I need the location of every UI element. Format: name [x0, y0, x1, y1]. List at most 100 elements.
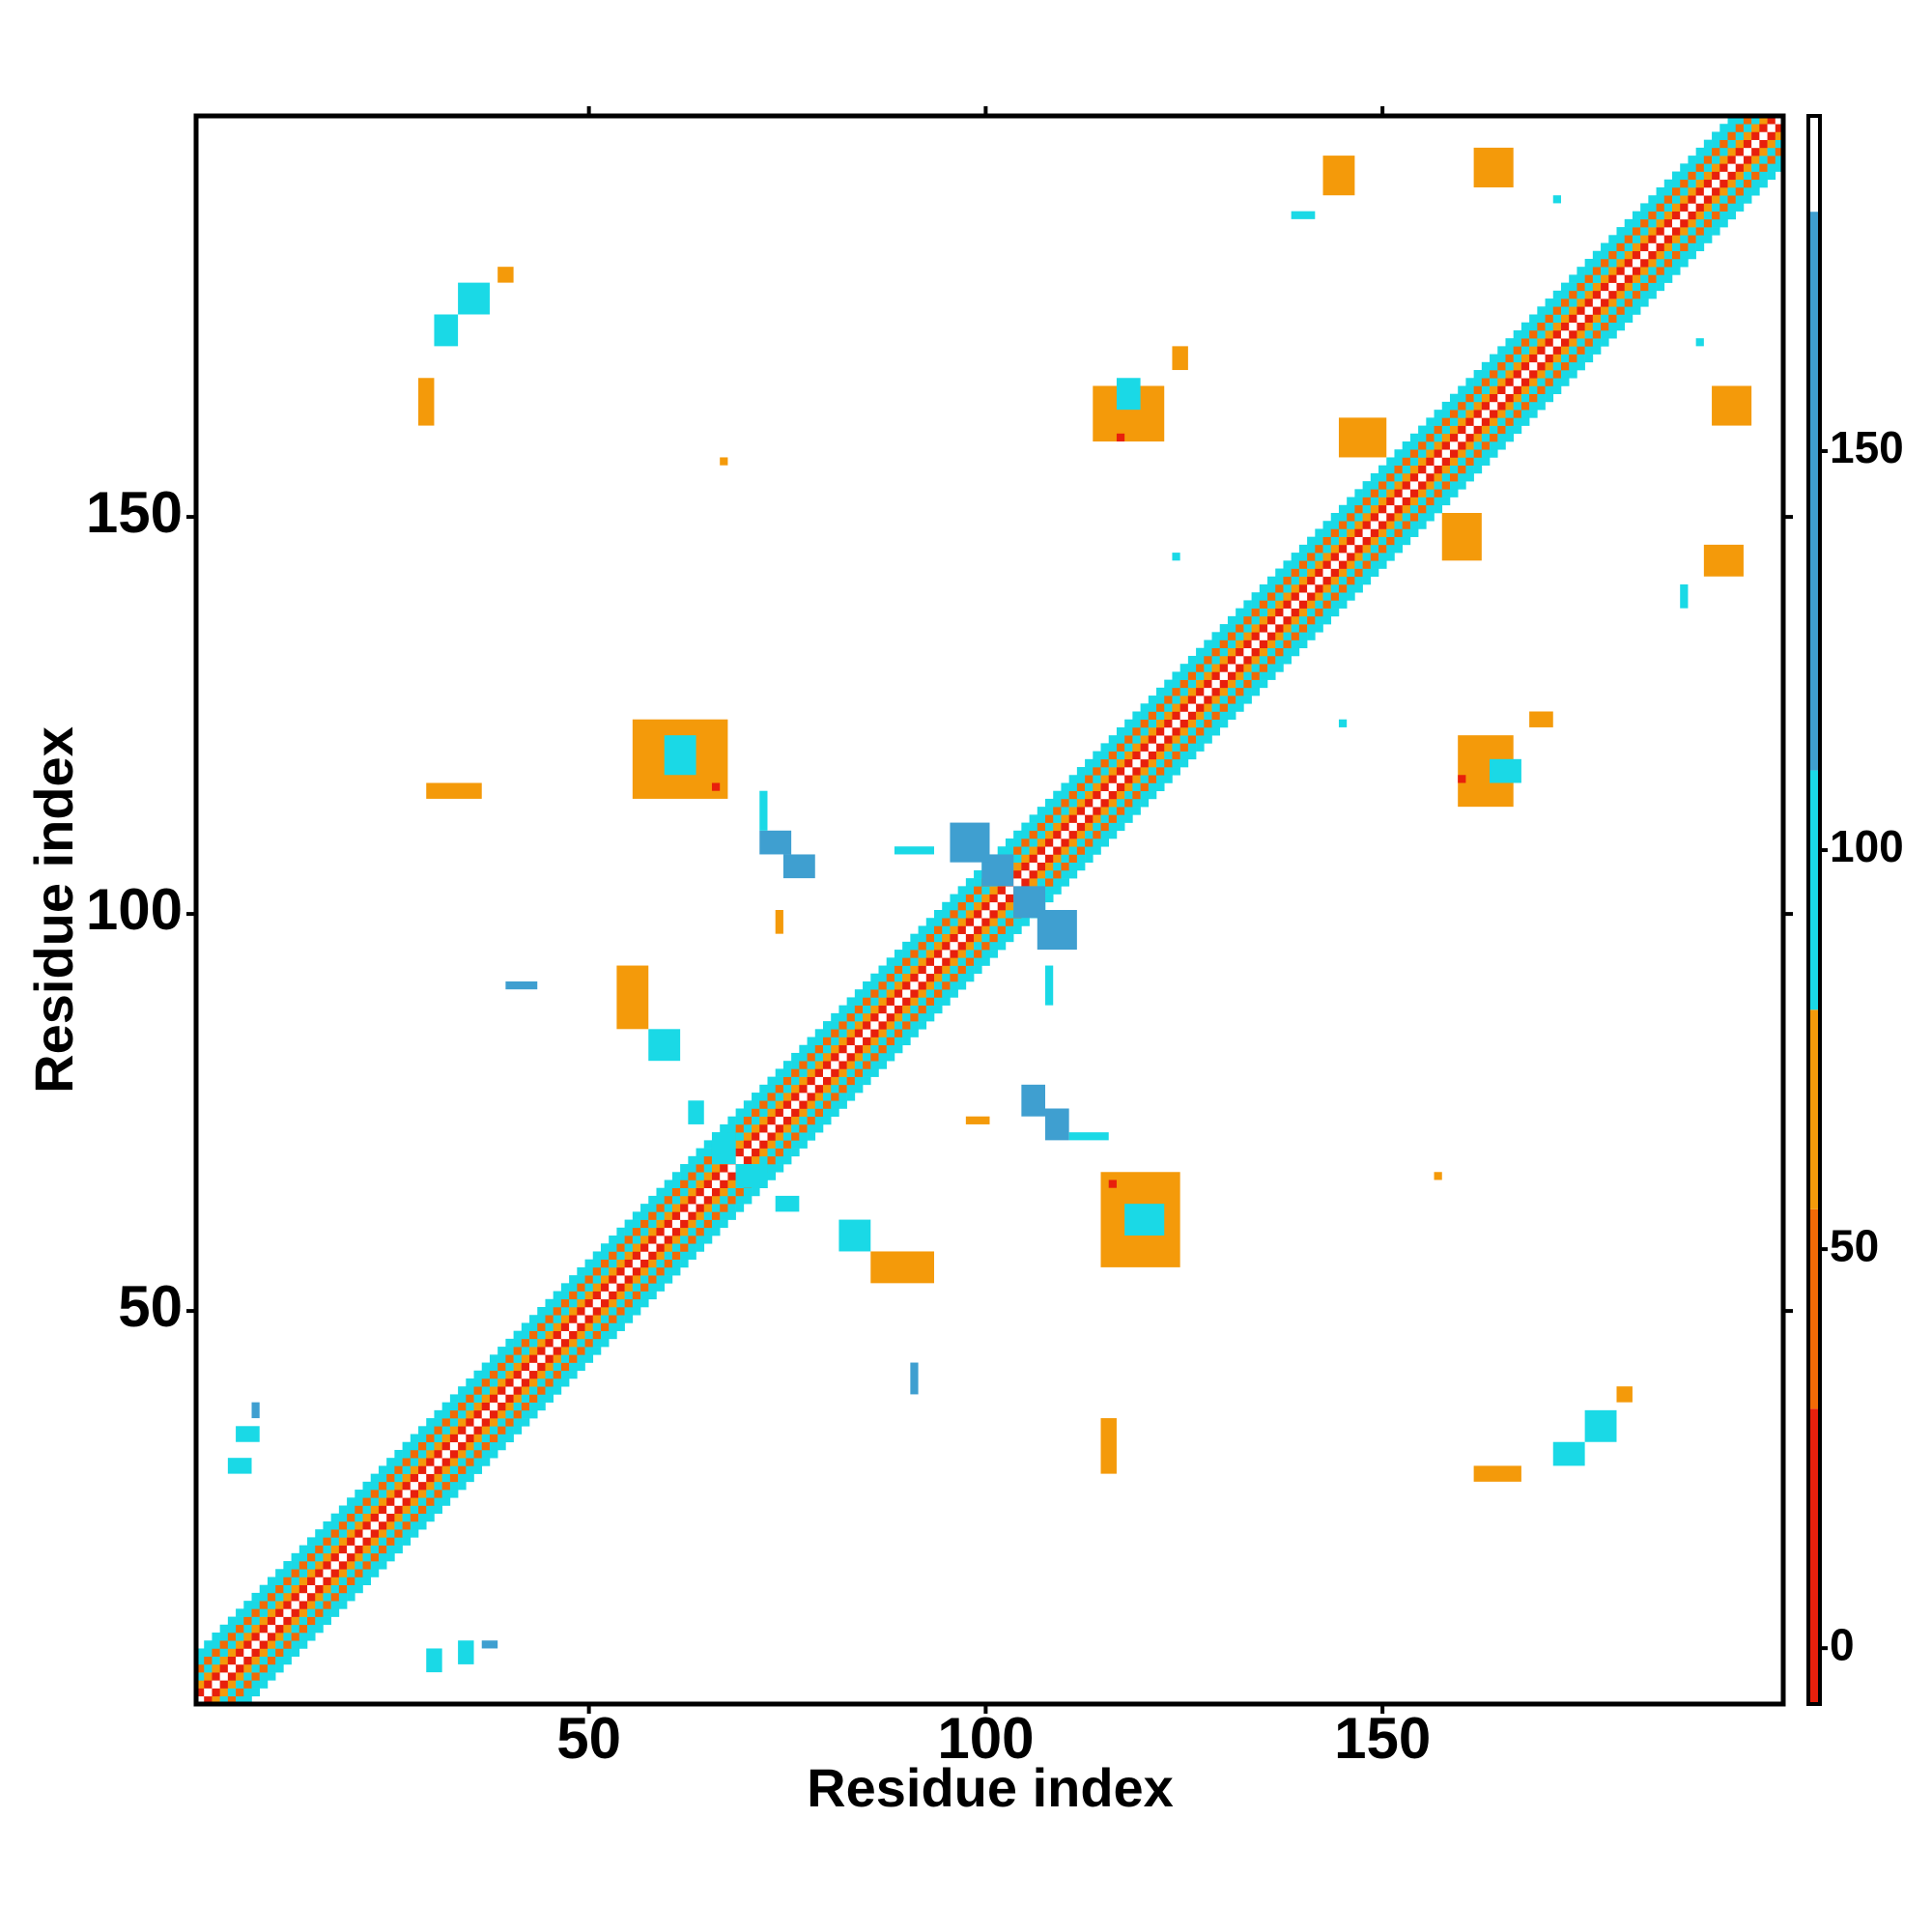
- diagonal-cell: [846, 1061, 856, 1069]
- diagonal-cell: [1386, 521, 1395, 529]
- diagonal-cell: [1085, 814, 1094, 823]
- diagonal-cell: [1037, 838, 1046, 847]
- diagonal-cell: [878, 1061, 888, 1069]
- diagonal-cell: [259, 1601, 269, 1609]
- diagonal-cell: [1156, 687, 1165, 696]
- diagonal-cell: [386, 1537, 395, 1546]
- diagonal-cell: [323, 1561, 331, 1570]
- diagonal-cell: [1624, 314, 1634, 324]
- diagonal-cell: [402, 1473, 412, 1483]
- diagonal-cell: [680, 1243, 689, 1252]
- diagonal-cell: [347, 1513, 355, 1522]
- diagonal-cell: [767, 1108, 776, 1118]
- diagonal-cell: [814, 1076, 824, 1086]
- diagonal-cell: [664, 1275, 673, 1284]
- diagonal-cell: [664, 1219, 673, 1229]
- diagonal-cell: [577, 1298, 585, 1308]
- diagonal-cell: [1370, 521, 1379, 529]
- diagonal-cell: [1347, 497, 1355, 506]
- diagonal-cell: [473, 1458, 483, 1466]
- diagonal-cell: [727, 1187, 736, 1197]
- diagonal-cell: [370, 1537, 380, 1546]
- diagonal-cell: [1100, 814, 1110, 823]
- diagonal-cell: [267, 1624, 276, 1634]
- diagonal-cell: [894, 1029, 903, 1037]
- diagonal-cell: [473, 1394, 483, 1403]
- diagonal-cell: [1537, 361, 1546, 371]
- diagonal-cell: [378, 1552, 387, 1562]
- diagonal-cell: [965, 901, 975, 911]
- diagonal-cell: [609, 1243, 617, 1252]
- diagonal-cell: [553, 1354, 562, 1363]
- diagonal-cell: [1409, 433, 1419, 442]
- diagonal-cell: [1584, 354, 1594, 363]
- diagonal-cell: [1330, 528, 1340, 537]
- diagonal-cell: [529, 1409, 538, 1419]
- diagonal-cell: [1354, 504, 1363, 514]
- diagonal-cell: [236, 1680, 244, 1689]
- diagonal-cell: [1719, 171, 1728, 181]
- diagonal-cell: [688, 1227, 696, 1236]
- diagonal-cell: [688, 1219, 696, 1229]
- diagonal-cell: [560, 1378, 570, 1387]
- diagonal-cell: [1029, 878, 1038, 887]
- diagonal-cell: [997, 941, 1007, 951]
- diagonal-cell: [759, 1100, 768, 1109]
- diagonal-cell: [616, 1307, 625, 1316]
- diagonal-cell: [680, 1195, 689, 1205]
- diagonal-cell: [878, 965, 888, 975]
- diagonal-cell: [1394, 457, 1403, 466]
- diagonal-cell: [553, 1362, 562, 1372]
- diagonal-cell: [1441, 472, 1451, 482]
- diagonal-cell: [370, 1529, 380, 1538]
- diagonal-cell: [441, 1497, 451, 1506]
- diagonal-cell: [1068, 807, 1078, 815]
- diagonal-cell: [894, 980, 903, 990]
- diagonal-cell: [466, 1394, 474, 1403]
- diagonal-cell: [1394, 536, 1403, 546]
- diagonal-cell: [1100, 790, 1110, 800]
- diagonal-cell: [1569, 354, 1577, 363]
- diagonal-cell: [1347, 576, 1355, 585]
- diagonal-cell: [1775, 124, 1784, 132]
- diagonal-cell: [1370, 536, 1379, 546]
- diagonal-cell: [997, 846, 1007, 855]
- diagonal-cell: [1640, 258, 1649, 268]
- diagonal-cell: [1338, 504, 1348, 514]
- diagonal-cell: [362, 1552, 372, 1562]
- diagonal-cell: [711, 1211, 721, 1220]
- diagonal-cell: [243, 1608, 252, 1617]
- diagonal-cell: [283, 1616, 292, 1626]
- diagonal-cell: [807, 1093, 816, 1101]
- diagonal-cell: [1703, 139, 1713, 149]
- diagonal-cell: [370, 1481, 380, 1491]
- diagonal-cell: [1370, 528, 1379, 537]
- diagonal-cell: [219, 1624, 229, 1634]
- diagonal-cell: [648, 1283, 657, 1292]
- diagonal-cell: [822, 1068, 832, 1077]
- diagonal-cell: [1338, 592, 1348, 601]
- diagonal-cell: [1577, 298, 1585, 307]
- diagonal-cell: [1394, 465, 1403, 474]
- diagonal-cell: [386, 1497, 395, 1506]
- diagonal-cell: [1013, 918, 1022, 926]
- diagonal-cell: [1386, 472, 1395, 482]
- diagonal-cell: [1545, 354, 1554, 363]
- diagonal-cell: [1601, 322, 1609, 331]
- diagonal-cell: [1418, 521, 1427, 529]
- diagonal-cell: [1513, 346, 1522, 355]
- diagonal-cell: [696, 1211, 705, 1220]
- contact-patch: [1322, 156, 1355, 196]
- diagonal-cell: [846, 1005, 856, 1014]
- diagonal-cell: [1037, 869, 1046, 879]
- diagonal-cell: [902, 957, 911, 966]
- diagonal-cell: [267, 1648, 276, 1657]
- diagonal-cell: [497, 1370, 506, 1379]
- diagonal-cell: [426, 1426, 435, 1435]
- diagonal-cell: [283, 1648, 292, 1657]
- diagonal-cell: [505, 1418, 514, 1427]
- diagonal-cell: [782, 1155, 792, 1165]
- diagonal-cell: [1490, 425, 1498, 435]
- diagonal-cell: [1251, 592, 1261, 601]
- diagonal-cell: [196, 1648, 205, 1657]
